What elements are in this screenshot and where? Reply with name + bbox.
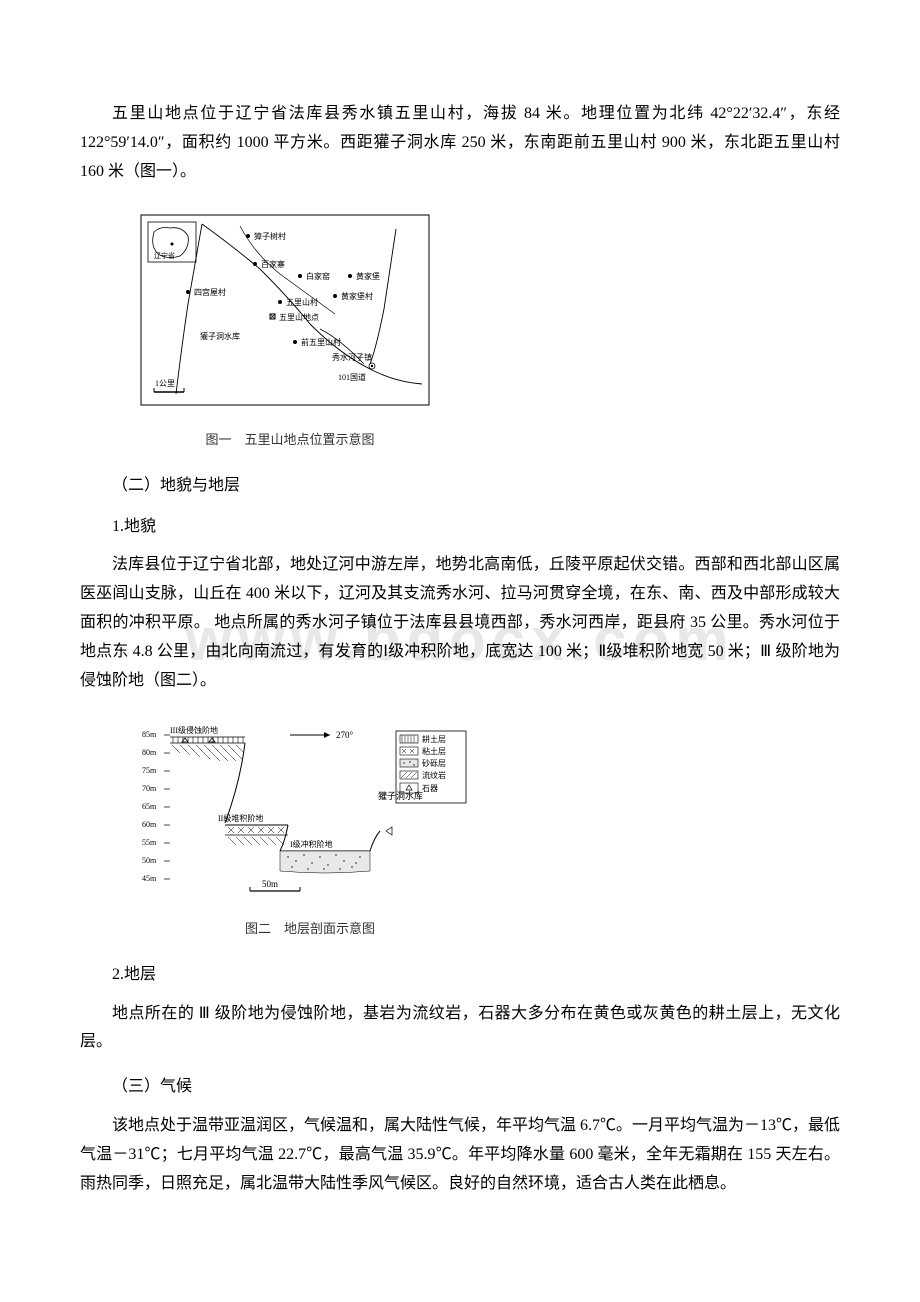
svg-text:50m: 50m <box>262 879 278 889</box>
section-3-heading: （三）气候 <box>80 1073 840 1102</box>
svg-text:百家寨: 百家寨 <box>261 259 285 269</box>
section-2-heading: （二）地貌与地层 <box>80 472 840 501</box>
svg-text:流纹岩: 流纹岩 <box>422 770 446 780</box>
svg-text:粘土层: 粘土层 <box>422 746 446 756</box>
svg-text:石器: 石器 <box>422 784 438 793</box>
intro-paragraph: 五里山地点位于辽宁省法库县秀水镇五里山村，海拔 84 米。地理位置为北纬 42°… <box>80 100 840 186</box>
document-content: 五里山地点位于辽宁省法库县秀水镇五里山村，海拔 84 米。地理位置为北纬 42°… <box>80 100 840 1198</box>
svg-text:獾子洞水库: 獾子洞水库 <box>200 331 240 341</box>
strata-paragraph: 地点所在的 Ⅲ 级阶地为侵蚀阶地，基岩为流纹岩，石器大多分布在黄色或灰黄色的耕土… <box>80 1000 840 1058</box>
svg-text:四宫屋村: 四宫屋村 <box>194 287 226 297</box>
svg-text:270°: 270° <box>336 730 354 740</box>
svg-text:黄家堡村: 黄家堡村 <box>341 291 373 301</box>
svg-text:砂砾层: 砂砾层 <box>422 758 446 768</box>
svg-text:五里山地点: 五里山地点 <box>279 312 319 322</box>
geomorph-paragraph: 法库县位于辽宁省北部，地处辽河中游左岸，地势北高南低，丘陵平原起伏交错。西部和西… <box>80 551 840 695</box>
svg-text:前五里山村: 前五里山村 <box>301 337 341 347</box>
reservoir-label: 獾子洞水库 <box>378 790 423 801</box>
svg-text:黄家堡: 黄家堡 <box>356 271 380 281</box>
svg-text:80m: 80m <box>142 748 157 757</box>
svg-text:60m: 60m <box>142 820 157 829</box>
svg-text:45m: 45m <box>142 874 157 883</box>
svg-text:III级侵蚀阶地: III级侵蚀阶地 <box>170 725 218 735</box>
y-axis-labels: 85m 80m 75m 70m 65m 60m 55m 50m 45m <box>142 730 157 883</box>
svg-text:70m: 70m <box>142 784 157 793</box>
figure-2-caption: 图二 地层剖面示意图 <box>140 917 480 940</box>
svg-text:50m: 50m <box>142 856 157 865</box>
svg-text:五里山村: 五里山村 <box>286 297 318 307</box>
svg-text:55m: 55m <box>142 838 157 847</box>
figure-1-caption: 图一 五里山地点位置示意图 <box>140 428 440 451</box>
figure-1-map: 辽宁省 獐子树村 百家寨 白家窑 黄家堡 四宫屋村 五里山村 黄家堡村 五里山地… <box>140 214 430 424</box>
svg-text:秀水河子镇: 秀水河子镇 <box>332 352 372 362</box>
svg-text:85m: 85m <box>142 730 157 739</box>
svg-text:白家窑: 白家窑 <box>306 271 330 281</box>
figure-2-profile: 85m 80m 75m 70m 65m 60m 55m 50m 45m <box>140 723 470 913</box>
figure-1-block: 辽宁省 獐子树村 百家寨 白家窑 黄家堡 四宫屋村 五里山村 黄家堡村 五里山地… <box>140 214 440 451</box>
sub-heading-1: 1.地貌 <box>80 513 840 542</box>
svg-text:I级冲积阶地: I级冲积阶地 <box>290 839 333 849</box>
climate-paragraph: 该地点处于温带亚温润区，气候温和，属大陆性气候，年平均气温 6.7℃。一月平均气… <box>80 1112 840 1198</box>
svg-text:101国道: 101国道 <box>338 372 366 382</box>
svg-text:75m: 75m <box>142 766 157 775</box>
inset-label: 辽宁省 <box>154 251 175 260</box>
svg-text:1公里: 1公里 <box>155 379 175 388</box>
svg-text:獐子树村: 獐子树村 <box>254 231 286 241</box>
sub-heading-2: 2.地层 <box>80 961 840 990</box>
svg-text:II级堆积阶地: II级堆积阶地 <box>218 813 263 823</box>
svg-text:耕土层: 耕土层 <box>422 734 446 744</box>
figure-2-block: 85m 80m 75m 70m 65m 60m 55m 50m 45m <box>140 723 480 940</box>
svg-text:65m: 65m <box>142 802 157 811</box>
